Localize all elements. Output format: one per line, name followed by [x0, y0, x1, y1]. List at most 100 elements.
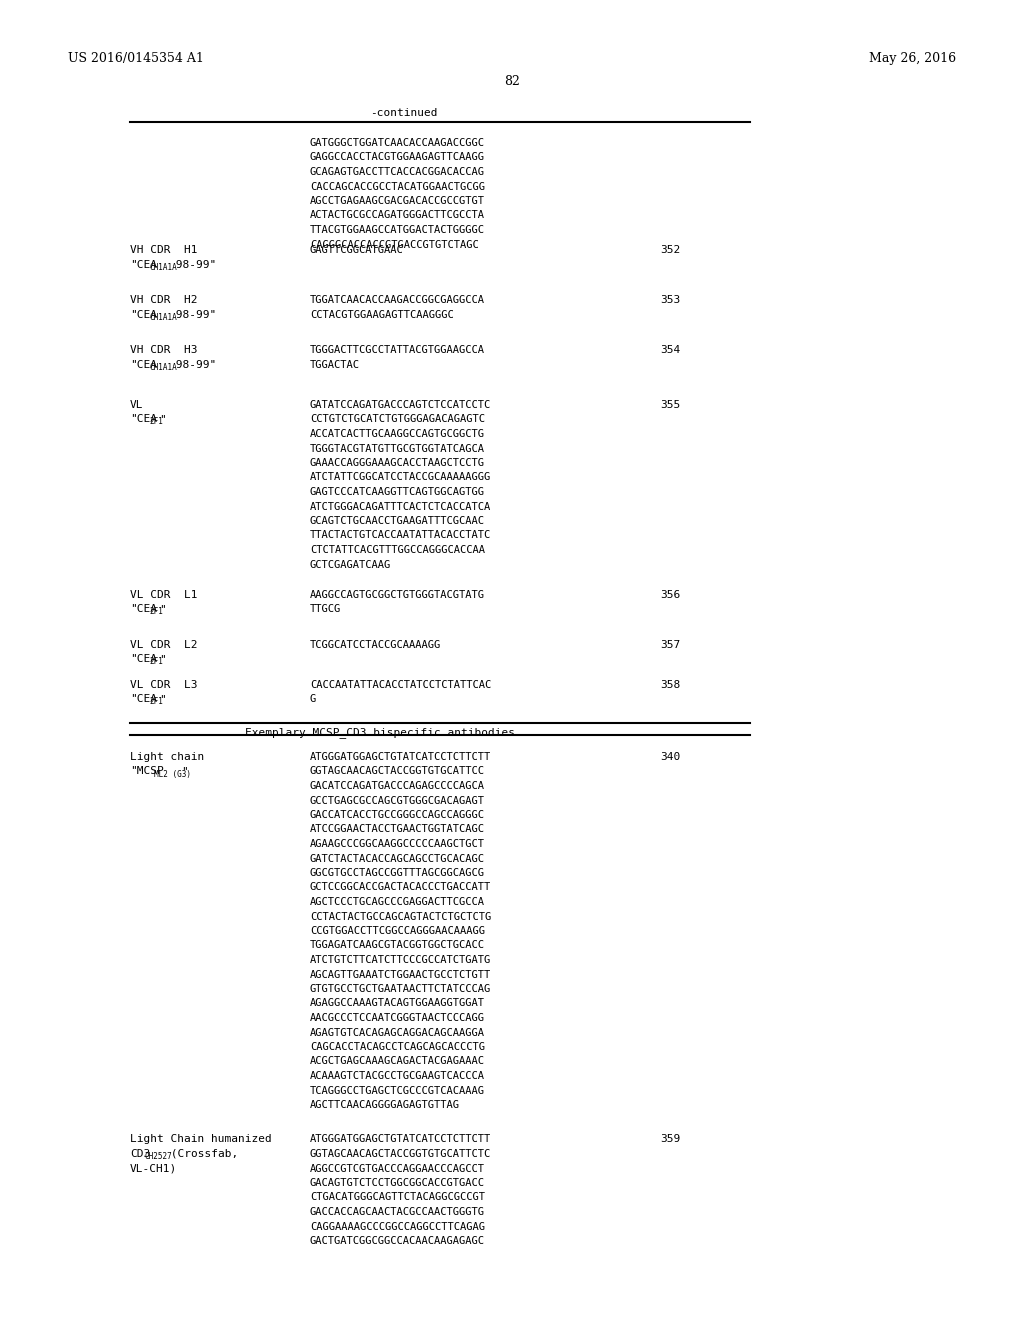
Text: GGCGTGCCTAGCCGGTTTAGCGGCAGCG: GGCGTGCCTAGCCGGTTTAGCGGCAGCG [310, 869, 485, 878]
Text: Light Chain humanized: Light Chain humanized [130, 1134, 271, 1144]
Text: "CEA: "CEA [130, 605, 157, 615]
Text: 355: 355 [660, 400, 680, 411]
Text: VL-CH1): VL-CH1) [130, 1163, 177, 1173]
Text: 356: 356 [660, 590, 680, 601]
Text: GTGTGCCTGCTGAATAACTTCTATCCCAG: GTGTGCCTGCTGAATAACTTCTATCCCAG [310, 983, 492, 994]
Text: May 26, 2016: May 26, 2016 [869, 51, 956, 65]
Text: CAGGAAAAGCCCGGCCAGGCCTTCAGAG: CAGGAAAAGCCCGGCCAGGCCTTCAGAG [310, 1221, 485, 1232]
Text: ": " [160, 655, 166, 664]
Text: VH CDR  H1: VH CDR H1 [130, 246, 198, 255]
Text: TGGACTAC: TGGACTAC [310, 359, 360, 370]
Text: 352: 352 [660, 246, 680, 255]
Text: CH1A1A: CH1A1A [150, 313, 177, 322]
Text: GCTCCGGCACCGACTACACCCTGACCATT: GCTCCGGCACCGACTACACCCTGACCATT [310, 883, 492, 892]
Text: 357: 357 [660, 640, 680, 649]
Text: "CEA: "CEA [130, 309, 157, 319]
Text: GACCATCACCTGCCGGGCCAGCCAGGGC: GACCATCACCTGCCGGGCCAGCCAGGGC [310, 810, 485, 820]
Text: ": " [160, 694, 166, 705]
Text: TCAGGGCCTGAGCTCGCCCGTCACAAAG: TCAGGGCCTGAGCTCGCCCGTCACAAAG [310, 1085, 485, 1096]
Text: GACCACCAGCAACTACGCCAACTGGGTG: GACCACCAGCAACTACGCCAACTGGGTG [310, 1206, 485, 1217]
Text: 353: 353 [660, 294, 680, 305]
Text: GATGGGCTGGATCAACACCAAGACCGGC: GATGGGCTGGATCAACACCAAGACCGGC [310, 139, 485, 148]
Text: CCTACGTGGAAGAGTTCAAGGGC: CCTACGTGGAAGAGTTCAAGGGC [310, 309, 454, 319]
Text: VL CDR  L3: VL CDR L3 [130, 680, 198, 690]
Text: CACCAGCACCGCCTACATGGAACTGCGG: CACCAGCACCGCCTACATGGAACTGCGG [310, 181, 485, 191]
Text: GCAGAGTGACCTTCACCACGGACACCAG: GCAGAGTGACCTTCACCACGGACACCAG [310, 168, 485, 177]
Text: ML2 (G3): ML2 (G3) [155, 770, 191, 779]
Text: CAGGGCACCACCGTGACCGTGTCTAGC: CAGGGCACCACCGTGACCGTGTCTAGC [310, 239, 479, 249]
Text: CD3: CD3 [130, 1148, 151, 1159]
Text: VL CDR  L2: VL CDR L2 [130, 640, 198, 649]
Text: AGCTCCCTGCAGCCCGAGGACTTCGCCA: AGCTCCCTGCAGCCCGAGGACTTCGCCA [310, 898, 485, 907]
Text: TTGCG: TTGCG [310, 605, 341, 615]
Text: VH CDR  H2: VH CDR H2 [130, 294, 198, 305]
Text: GCAGTCTGCAACCTGAAGATTTCGCAAC: GCAGTCTGCAACCTGAAGATTTCGCAAC [310, 516, 485, 525]
Text: ": " [180, 767, 187, 776]
Text: CTCTATTCACGTTTGGCCAGGGCACCAA: CTCTATTCACGTTTGGCCAGGGCACCAA [310, 545, 485, 554]
Text: VH CDR  H3: VH CDR H3 [130, 345, 198, 355]
Text: CACCAATATTACACCTATCCTCTATTCAC: CACCAATATTACACCTATCCTCTATTCAC [310, 680, 492, 690]
Text: 358: 358 [660, 680, 680, 690]
Text: GAGGCCACCTACGTGGAAGAGTTCAAGG: GAGGCCACCTACGTGGAAGAGTTCAAGG [310, 153, 485, 162]
Text: US 2016/0145354 A1: US 2016/0145354 A1 [68, 51, 204, 65]
Text: CH1A1A: CH1A1A [150, 363, 177, 371]
Text: TGGATCAACACCAAGACCGGCGAGGCCA: TGGATCAACACCAAGACCGGCGAGGCCA [310, 294, 485, 305]
Text: AGCAGTTGAAATCTGGAACTGCCTCTGTT: AGCAGTTGAAATCTGGAACTGCCTCTGTT [310, 969, 492, 979]
Text: 354: 354 [660, 345, 680, 355]
Text: CCTGTCTGCATCTGTGGGAGACAGAGTC: CCTGTCTGCATCTGTGGGAGACAGAGTC [310, 414, 485, 425]
Text: AACGCCCTCCAATCGGGTAACTCCCAGG: AACGCCCTCCAATCGGGTAACTCCCAGG [310, 1012, 485, 1023]
Text: 2F1: 2F1 [150, 417, 163, 426]
Text: Light chain: Light chain [130, 752, 204, 762]
Text: TGGGACTTCGCCTATTACGTGGAAGCCA: TGGGACTTCGCCTATTACGTGGAAGCCA [310, 345, 485, 355]
Text: TCGGCATCCTACCGCAAAAGG: TCGGCATCCTACCGCAAAAGG [310, 640, 441, 649]
Text: AGCTTCAACAGGGGAGAGTGTTAG: AGCTTCAACAGGGGAGAGTGTTAG [310, 1100, 460, 1110]
Text: ATCTGTCTTCATCTTCCCGCCATCTGATG: ATCTGTCTTCATCTTCCCGCCATCTGATG [310, 954, 492, 965]
Text: -continued: -continued [370, 108, 437, 117]
Text: CH2527: CH2527 [144, 1152, 172, 1162]
Text: 98-99": 98-99" [169, 309, 216, 319]
Text: GAGTTCGGCATGAAC: GAGTTCGGCATGAAC [310, 246, 403, 255]
Text: CH1A1A: CH1A1A [150, 263, 177, 272]
Text: ATGGGATGGAGCTGTATCATCCTCTTCTT: ATGGGATGGAGCTGTATCATCCTCTTCTT [310, 752, 492, 762]
Text: 2F1: 2F1 [150, 607, 163, 616]
Text: GCCTGAGCGCCAGCGTGGGCGACAGAGT: GCCTGAGCGCCAGCGTGGGCGACAGAGT [310, 796, 485, 805]
Text: ACTACTGCGCCAGATGGGACTTCGCCTA: ACTACTGCGCCAGATGGGACTTCGCCTA [310, 210, 485, 220]
Text: AAGGCCAGTGCGGCTGTGGGTACGTATG: AAGGCCAGTGCGGCTGTGGGTACGTATG [310, 590, 485, 601]
Text: TTACTACTGTCACCAATATTACACCTATC: TTACTACTGTCACCAATATTACACCTATC [310, 531, 492, 540]
Text: "CEA: "CEA [130, 655, 157, 664]
Text: CTGACATGGGCAGTTCTACAGGCGCCGT: CTGACATGGGCAGTTCTACAGGCGCCGT [310, 1192, 485, 1203]
Text: ": " [160, 414, 166, 425]
Text: VL CDR  L1: VL CDR L1 [130, 590, 198, 601]
Text: ATCCGGAACTACCTGAACTGGTATCAGC: ATCCGGAACTACCTGAACTGGTATCAGC [310, 825, 485, 834]
Text: "CEA: "CEA [130, 359, 157, 370]
Text: TGGGTACGTATGTTGCGTGGTATCAGCA: TGGGTACGTATGTTGCGTGGTATCAGCA [310, 444, 485, 454]
Text: AGAGGCCAAAGTACAGTGGAAGGTGGAT: AGAGGCCAAAGTACAGTGGAAGGTGGAT [310, 998, 485, 1008]
Text: CCGTGGACCTTCGGCCAGGGAACAAAGG: CCGTGGACCTTCGGCCAGGGAACAAAGG [310, 927, 485, 936]
Text: "CEA: "CEA [130, 694, 157, 705]
Text: 340: 340 [660, 752, 680, 762]
Text: 98-99": 98-99" [169, 260, 216, 269]
Text: GACAGTGTCTCCTGGCGGCACCGTGACC: GACAGTGTCTCCTGGCGGCACCGTGACC [310, 1177, 485, 1188]
Text: TTACGTGGAAGCCATGGACTACTGGGGC: TTACGTGGAAGCCATGGACTACTGGGGC [310, 224, 485, 235]
Text: ACAAAGTCTACGCCTGCGAAGTCACCCA: ACAAAGTCTACGCCTGCGAAGTCACCCA [310, 1071, 485, 1081]
Text: AGCCTGAGAAGCGACGACACCGCCGTGT: AGCCTGAGAAGCGACGACACCGCCGTGT [310, 195, 485, 206]
Text: 2F1: 2F1 [150, 697, 163, 706]
Text: ": " [160, 605, 166, 615]
Text: GCTCGAGATCAAG: GCTCGAGATCAAG [310, 560, 391, 569]
Text: "MCSP: "MCSP [130, 767, 164, 776]
Text: AGAAGCCCGGCAAGGCCCCCAAGCTGCT: AGAAGCCCGGCAAGGCCCCCAAGCTGCT [310, 840, 485, 849]
Text: 2F1: 2F1 [150, 657, 163, 667]
Text: GGTAGCAACAGCTACCGGTGTGCATTCTC: GGTAGCAACAGCTACCGGTGTGCATTCTC [310, 1148, 492, 1159]
Text: "CEA: "CEA [130, 260, 157, 269]
Text: AGGCCGTCGTGACCCAGGAACCCAGCCT: AGGCCGTCGTGACCCAGGAACCCAGCCT [310, 1163, 485, 1173]
Text: Exemplary MCSP_CD3 bispecific antibodies: Exemplary MCSP_CD3 bispecific antibodies [245, 727, 515, 738]
Text: TGGAGATCAAGCGTACGGTGGCTGCACC: TGGAGATCAAGCGTACGGTGGCTGCACC [310, 940, 485, 950]
Text: ATGGGATGGAGCTGTATCATCCTCTTCTT: ATGGGATGGAGCTGTATCATCCTCTTCTT [310, 1134, 492, 1144]
Text: GAGTCCCATCAAGGTTCAGTGGCAGTGG: GAGTCCCATCAAGGTTCAGTGGCAGTGG [310, 487, 485, 498]
Text: ATCTGGGACAGATTTCACTCTCACCATCA: ATCTGGGACAGATTTCACTCTCACCATCA [310, 502, 492, 511]
Text: AGAGTGTCACAGAGCAGGACAGCAAGGA: AGAGTGTCACAGAGCAGGACAGCAAGGA [310, 1027, 485, 1038]
Text: (Crossfab,: (Crossfab, [164, 1148, 239, 1159]
Text: CAGCACCTACAGCCTCAGCAGCACCCTG: CAGCACCTACAGCCTCAGCAGCACCCTG [310, 1041, 485, 1052]
Text: 98-99": 98-99" [169, 359, 216, 370]
Text: GGTAGCAACAGCTACCGGTGTGCATTCC: GGTAGCAACAGCTACCGGTGTGCATTCC [310, 767, 485, 776]
